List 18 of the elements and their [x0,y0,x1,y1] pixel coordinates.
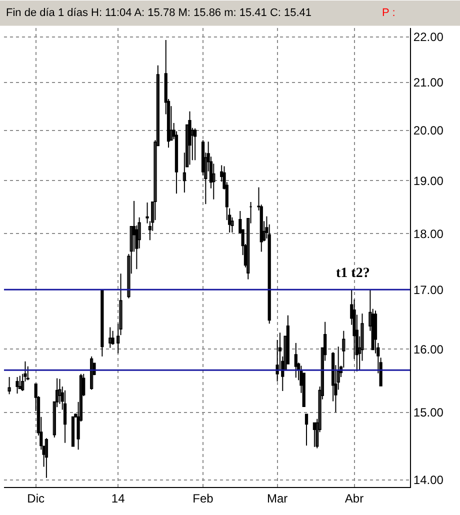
chart-subtitle: P : [382,7,396,19]
y-tick-label: 14.00 [413,473,444,488]
y-tick-label: 17.00 [413,282,444,297]
y-tick-label: 18.00 [413,226,444,241]
x-tick-label: 14 [111,491,126,506]
y-tick-label: 22.00 [413,30,444,44]
x-tick-label: Mar [266,491,288,506]
y-tick-label: 20.00 [413,124,444,138]
x-tick-label: Dic [27,491,45,506]
y-tick-label: 21.00 [413,76,444,90]
chart-title: Fin de día 1 días H: 11:04 A: 15.78 M: 15.86 m: 15.41 C: 15.41 [6,7,312,19]
y-tick-label: 19.00 [413,174,444,188]
x-tick-label: Abr [344,491,364,506]
candlestick [71,416,75,447]
annotation: t1 t2? [336,266,370,281]
y-tick-label: 15.00 [413,406,444,420]
x-tick-label: Feb [192,491,214,506]
y-tick-label: 16.00 [413,342,444,356]
